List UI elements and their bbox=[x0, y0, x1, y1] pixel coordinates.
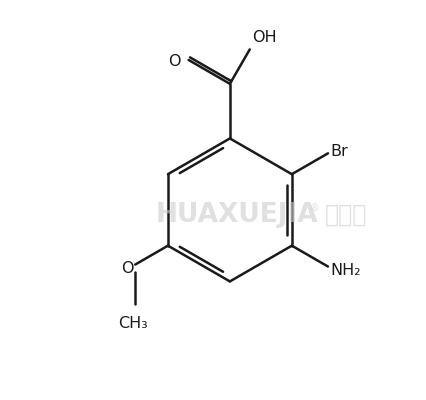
Text: OH: OH bbox=[252, 30, 276, 46]
Text: ®: ® bbox=[309, 203, 319, 213]
Text: O: O bbox=[121, 261, 133, 276]
Text: HUAXUEJIA: HUAXUEJIA bbox=[155, 202, 318, 228]
Text: CH₃: CH₃ bbox=[118, 316, 148, 331]
Text: 化学加: 化学加 bbox=[325, 203, 368, 227]
Text: O: O bbox=[168, 54, 181, 70]
Text: NH₂: NH₂ bbox=[330, 263, 360, 278]
Text: Br: Br bbox=[330, 144, 348, 159]
